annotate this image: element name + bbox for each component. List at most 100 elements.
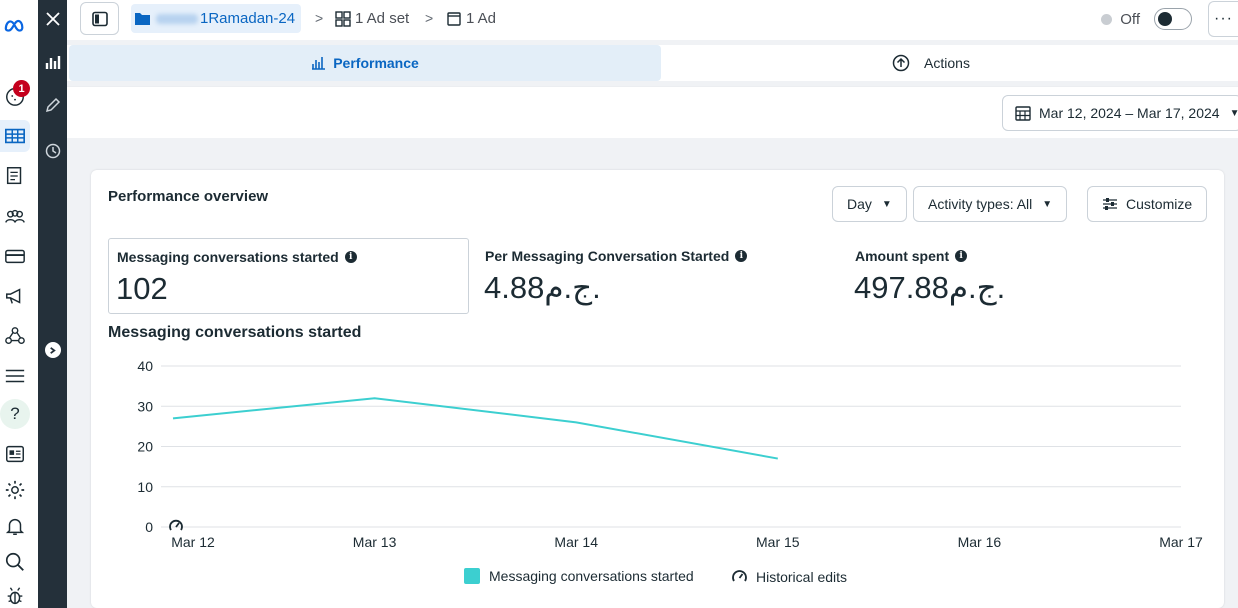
activity-types-label: Activity types: All (928, 196, 1033, 212)
history-clock-icon[interactable] (38, 136, 67, 166)
metric-label: Per Messaging Conversation Started (485, 248, 730, 264)
breadcrumb-campaign[interactable]: 1Ramadan-24 (131, 4, 302, 33)
status-label: Off (1120, 10, 1140, 28)
date-toolbar: Mar 12, 2024 – Mar 17, 2024 ▼ (67, 86, 1238, 138)
customize-button[interactable]: Customize (1087, 186, 1208, 222)
performance-overview-card: Performance overview Day ▼ Activity type… (91, 170, 1224, 608)
series-line (172, 397, 778, 460)
calendar-icon (1015, 106, 1031, 121)
legend-series-label: Messaging conversations started (489, 568, 694, 584)
meta-logo-icon[interactable] (0, 10, 30, 42)
messaging-line-chart: 0 10 20 30 40 Mar 12 Mar 13 Mar 14 Mar 15 Mar 16 M… (137, 358, 1203, 550)
app-nav-rail: 1 ? (0, 0, 38, 608)
tab-actions-label: Actions (924, 55, 970, 71)
edit-tools-strip (38, 0, 67, 608)
sidebar-panel-icon (91, 11, 108, 26)
caret-down-icon: ▼ (1042, 198, 1053, 210)
ad-on-off-toggle[interactable] (1154, 8, 1192, 30)
delivery-status: Off ··· (1101, 0, 1238, 38)
view-tabs: Performance Actions (67, 45, 1238, 81)
x-tick-label: Mar 13 (353, 534, 397, 550)
settings-gear-icon[interactable] (0, 474, 30, 506)
report-bug-icon[interactable] (0, 580, 30, 608)
business-suite-icon[interactable] (0, 438, 30, 470)
advertise-megaphone-icon[interactable] (0, 280, 30, 312)
x-tick-label: Mar 14 (554, 534, 598, 550)
legend-historical-label: Historical edits (756, 568, 848, 585)
status-dot-icon (1101, 13, 1113, 25)
metric-label: Messaging conversations started (117, 249, 339, 265)
metric-cost-per-conversation[interactable]: Per Messaging Conversation Started i 4.88… (477, 238, 838, 314)
granularity-label: Day (847, 196, 872, 212)
metric-label: Amount spent (855, 248, 950, 264)
x-tick-label: Mar 15 (756, 534, 800, 550)
legend-historical-edits[interactable]: Historical edits (731, 568, 847, 585)
metric-value: 497.88ج.م. (854, 270, 1006, 305)
expand-panel-icon[interactable] (38, 335, 67, 365)
historical-edits-gauge-icon (732, 570, 747, 582)
metric-value: 4.88ج.م. (484, 270, 601, 305)
breadcrumb-ad-set-label: 1 Ad set (355, 10, 410, 27)
redacted-name (156, 13, 198, 24)
top-bar: 1Ramadan-24 > 1 Ad set > 1 Ad Off ··· (67, 0, 1238, 40)
info-icon[interactable]: i (344, 251, 357, 263)
all-tools-menu-icon[interactable] (0, 360, 30, 392)
performance-chart-icon[interactable] (38, 48, 67, 78)
notifications-bell-icon[interactable] (0, 510, 30, 542)
breadcrumb-chevron-icon: > (315, 10, 324, 26)
y-tick-label: 40 (137, 358, 153, 374)
tab-performance-label: Performance (333, 55, 419, 71)
y-tick-label: 20 (137, 439, 153, 455)
date-range-picker[interactable]: Mar 12, 2024 – Mar 17, 2024 ▼ (1002, 95, 1238, 131)
arrow-up-circle-icon (892, 54, 910, 72)
ad-frame-icon (447, 11, 461, 26)
billing-card-icon[interactable] (0, 240, 30, 272)
legend-swatch (464, 568, 480, 584)
more-options-button[interactable]: ··· (1208, 1, 1238, 37)
ads-manager-table-icon[interactable] (0, 120, 30, 152)
ad-detail-panel: 1Ramadan-24 > 1 Ad set > 1 Ad Off ··· Pe… (67, 0, 1238, 608)
date-range-label: Mar 12, 2024 – Mar 17, 2024 (1039, 105, 1220, 121)
x-tick-label: Mar 17 (1159, 534, 1203, 550)
more-dots-icon: ··· (1214, 10, 1233, 27)
x-tick-label: Mar 16 (958, 534, 1002, 550)
info-icon[interactable]: i (735, 250, 748, 262)
info-icon[interactable]: i (955, 250, 968, 262)
tab-actions[interactable]: Actions (661, 45, 1201, 81)
caret-down-icon: ▼ (1229, 107, 1238, 119)
search-icon[interactable] (0, 546, 30, 578)
y-tick-label: 0 (145, 519, 153, 535)
metric-messaging-conversations[interactable]: Messaging conversations started i 102 (108, 238, 469, 314)
help-icon[interactable]: ? (0, 398, 30, 430)
breadcrumb-ad-label: 1 Ad (466, 10, 497, 27)
historical-edit-marker-icon (169, 519, 183, 531)
caret-down-icon: ▼ (881, 198, 892, 210)
breadcrumb-chevron-icon: > (425, 10, 434, 26)
x-tick-label: Mar 12 (171, 534, 215, 550)
breadcrumb-ad[interactable]: 1 Ad (447, 4, 496, 33)
events-manager-icon[interactable] (0, 320, 30, 352)
activity-types-dropdown[interactable]: Activity types: All ▼ (913, 186, 1068, 222)
y-tick-label: 30 (137, 398, 153, 414)
breadcrumb-ad-set[interactable]: 1 Ad set (335, 4, 409, 33)
campaign-folder-icon (135, 13, 150, 25)
bar-chart-icon (312, 57, 326, 70)
y-tick-label: 10 (137, 479, 153, 495)
edit-pencil-icon[interactable] (38, 90, 67, 120)
sliders-icon (1103, 198, 1117, 210)
ad-set-grid-icon (335, 10, 351, 27)
audiences-icon[interactable] (0, 200, 30, 232)
metric-amount-spent[interactable]: Amount spent i 497.88ج.م. (847, 238, 1208, 314)
metric-value: 102 (116, 271, 168, 306)
tab-performance[interactable]: Performance (69, 45, 661, 81)
panel-title: Performance overview (108, 188, 269, 205)
breadcrumb-campaign-label: 1Ramadan-24 (200, 10, 296, 27)
sidebar-toggle-button[interactable] (80, 2, 119, 35)
customize-label: Customize (1126, 196, 1193, 212)
granularity-dropdown[interactable]: Day ▼ (832, 186, 907, 222)
legend-series[interactable]: Messaging conversations started (464, 568, 694, 584)
close-icon[interactable] (38, 4, 67, 34)
account-avatar-icon[interactable]: 1 (0, 80, 30, 112)
notification-badge: 1 (13, 80, 30, 97)
reports-icon[interactable] (0, 160, 30, 192)
